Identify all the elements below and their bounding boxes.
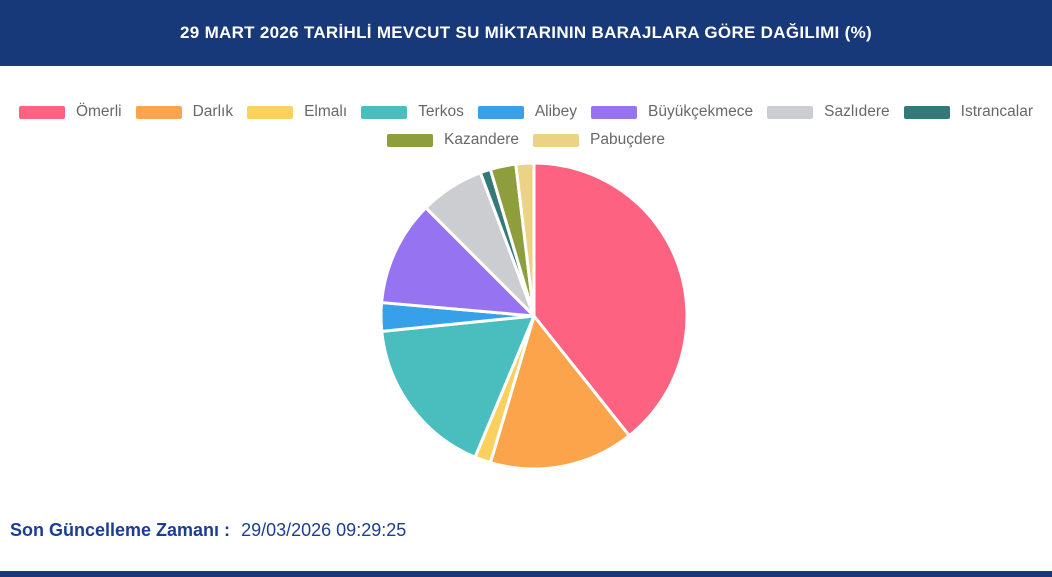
bottom-bar (0, 571, 1052, 577)
legend-item-istrancalar[interactable]: Istrancalar (903, 103, 1034, 121)
legend-label-sazlidere: Sazlıdere (824, 103, 890, 120)
legend-swatch-terkos (361, 105, 408, 119)
last-update: Son Güncelleme Zamanı : 29/03/2026 09:29… (10, 520, 406, 541)
legend-item-sazlidere[interactable]: Sazlıdere (767, 103, 890, 121)
legend-item-darlik[interactable]: Darlık (135, 103, 234, 121)
legend-item-pabucdere[interactable]: Pabuçdere (533, 131, 665, 149)
legend-label-alibey: Alibey (534, 103, 578, 120)
chart-legend: Ömerli Darlık Elmalı Terkos Alibey Büyükçekme… (0, 103, 1052, 149)
header-bar: 29 MART 2026 TARİHLİ MEVCUT SU MİKTARINI… (0, 0, 1052, 66)
pie-slice-pabucdere[interactable] (514, 161, 536, 318)
legend-swatch-istrancalar (903, 105, 950, 119)
legend-label-elmali: Elmalı (304, 103, 348, 120)
legend-swatch-omerli (18, 105, 65, 119)
legend-item-kazandere[interactable]: Kazandere (387, 131, 519, 149)
legend-item-alibey[interactable]: Alibey (477, 103, 578, 121)
pie-slice-darlik[interactable] (488, 314, 631, 471)
legend-swatch-darlik (135, 105, 182, 119)
legend-item-omerli[interactable]: Ömerli (18, 103, 122, 121)
legend-label-pabucdere: Pabuçdere (590, 131, 665, 148)
legend-swatch-sazlidere (767, 105, 814, 119)
legend-swatch-alibey (477, 105, 524, 119)
chart-title: 29 MART 2026 TARİHLİ MEVCUT SU MİKTARINI… (180, 23, 872, 42)
legend-label-kazandere: Kazandere (444, 131, 519, 148)
pie-slice-terkos[interactable] (380, 314, 536, 459)
legend-item-buyukcekmece[interactable]: Büyükçekmece (591, 103, 753, 121)
last-update-label: Son Güncelleme Zamanı : (10, 520, 231, 540)
legend-row-1: Ömerli Darlık Elmalı Terkos Alibey Büyükçekme… (0, 103, 1052, 121)
legend-item-elmali[interactable]: Elmalı (247, 103, 347, 121)
legend-label-omerli: Ömerli (75, 103, 122, 120)
legend-swatch-pabucdere (533, 133, 579, 147)
legend-item-terkos[interactable]: Terkos (361, 103, 464, 121)
legend-label-darlik: Darlık (192, 103, 234, 120)
legend-label-istrancalar: Istrancalar (960, 103, 1034, 120)
legend-label-terkos: Terkos (418, 103, 464, 120)
pie-slice-buyukcekmece[interactable] (380, 206, 536, 318)
pie-slice-omerli[interactable] (532, 161, 689, 438)
legend-swatch-elmali (247, 105, 294, 119)
legend-swatch-kazandere (387, 133, 434, 147)
legend-label-buyukcekmece: Büyükçekmece (648, 103, 754, 120)
legend-swatch-buyukcekmece (591, 105, 638, 119)
last-update-value: 29/03/2026 09:29:25 (241, 520, 407, 540)
legend-row-2: Kazandere Pabuçdere (0, 131, 1052, 149)
